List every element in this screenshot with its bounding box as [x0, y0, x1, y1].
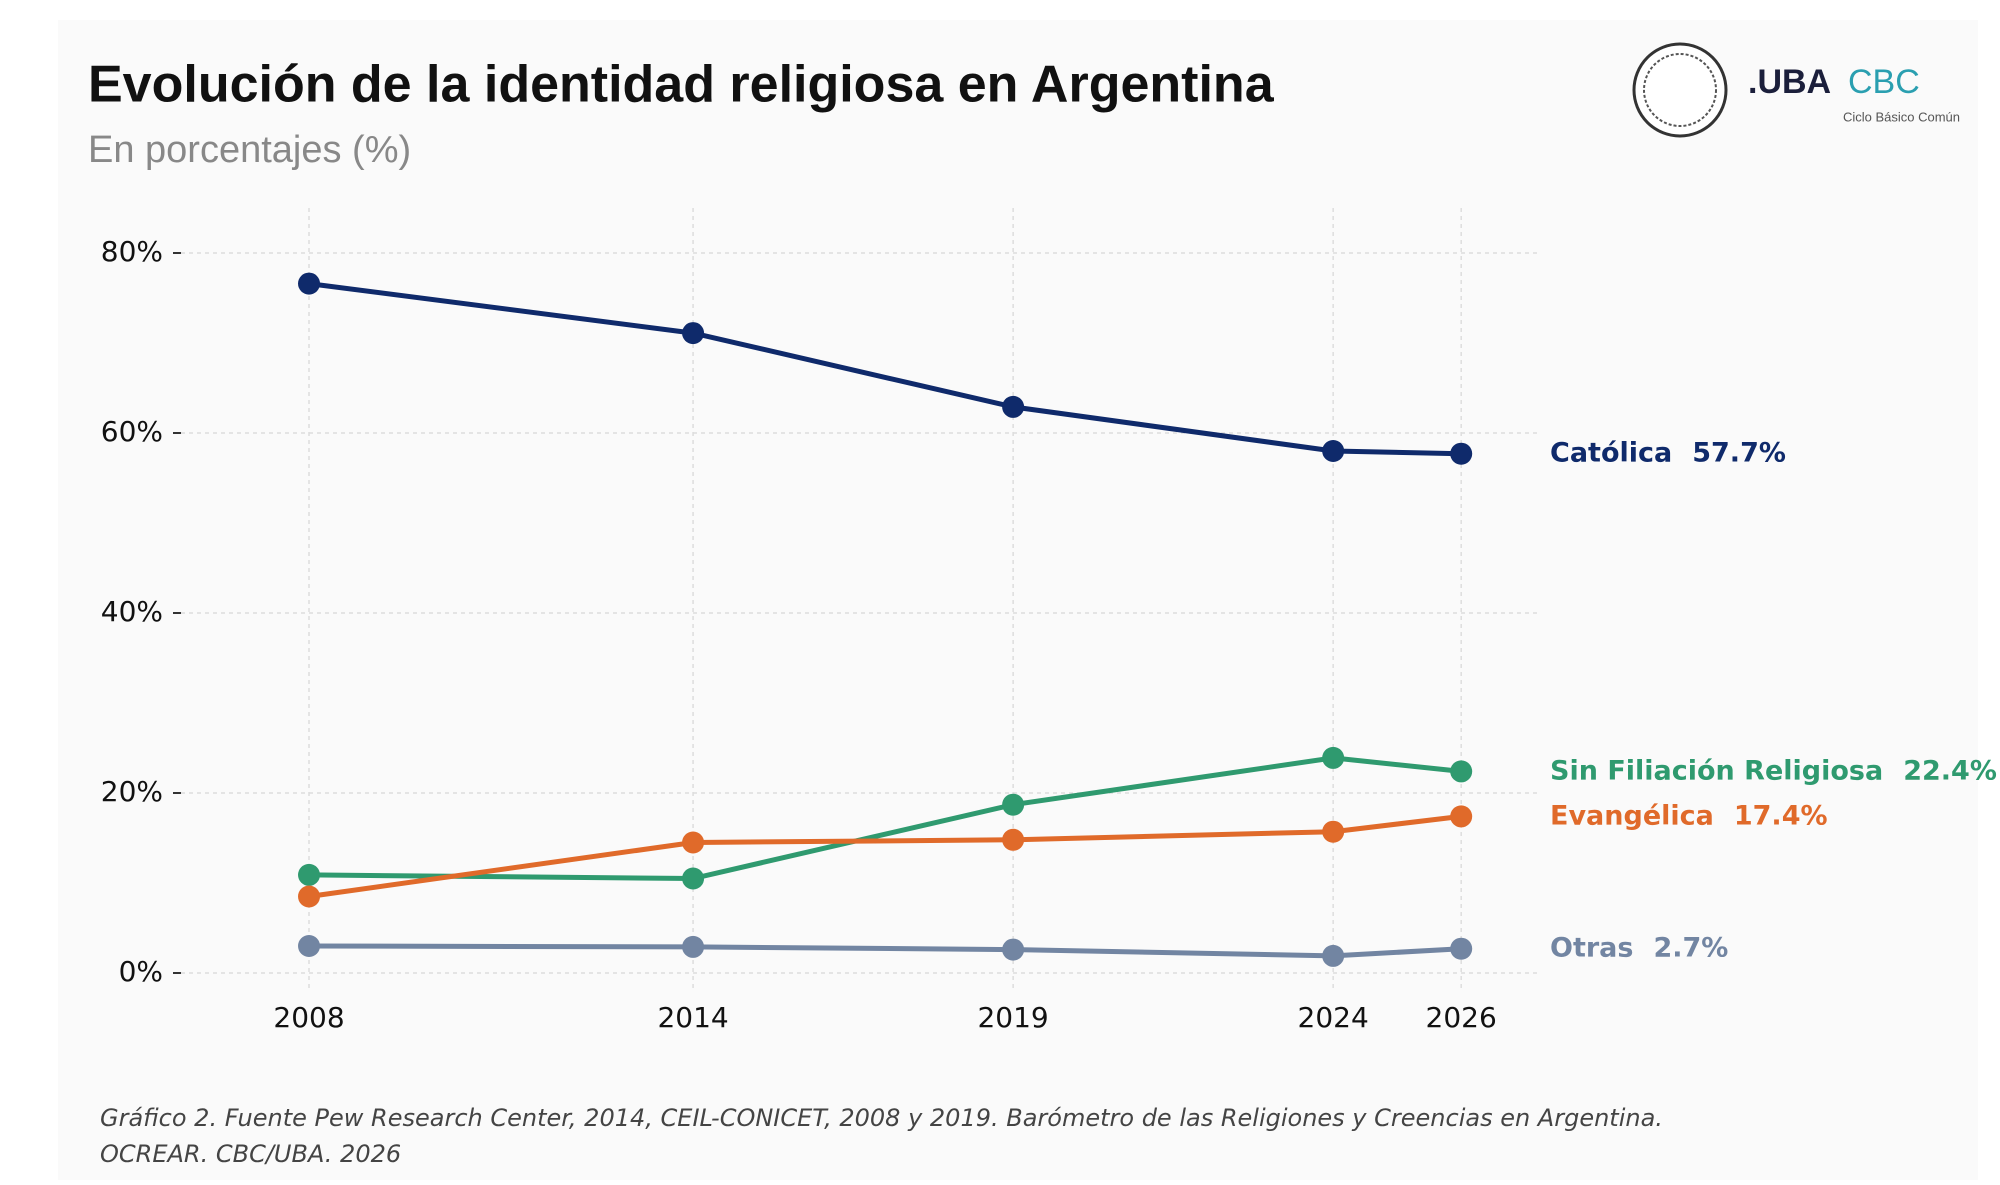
chart-title: Evolución de la identidad religiosa en A… — [88, 56, 1275, 114]
x-tick-label: 2024 — [1298, 1001, 1369, 1034]
series-name: Católica — [1550, 437, 1672, 468]
y-tick-label: 40% — [101, 595, 163, 628]
data-point — [298, 935, 321, 957]
x-tick-label: 2019 — [977, 1001, 1048, 1034]
series-name: Otras — [1550, 932, 1633, 963]
logo-cbc: CBC — [1848, 63, 1920, 101]
logo-seal — [1632, 42, 1728, 138]
value-label: 2.7% — [1653, 932, 1728, 963]
data-point — [1002, 395, 1025, 418]
value-label: 57.7% — [1692, 437, 1786, 468]
logo-seal-ring — [1643, 53, 1717, 127]
data-point — [682, 322, 705, 345]
value-label: 22.4% — [1903, 755, 1997, 786]
x-tick-label: 2026 — [1426, 1001, 1497, 1034]
data-point — [1450, 937, 1473, 960]
end-label: Evangélica 17.4% — [1550, 800, 1828, 831]
value-label: 17.4% — [1734, 800, 1828, 831]
x-tick-label: 2014 — [657, 1001, 728, 1034]
data-point — [1002, 828, 1025, 851]
chart-subtitle: En porcentajes (%) — [88, 129, 411, 171]
data-point — [682, 831, 705, 854]
series-name: Sin Filiación Religiosa — [1550, 755, 1883, 786]
data-point — [298, 272, 321, 295]
logo: .UBA CBC Ciclo Básico Común — [1632, 42, 1960, 138]
data-point — [1002, 793, 1025, 816]
series-name: Evangélica — [1550, 800, 1714, 831]
end-label: Sin Filiación Religiosa 22.4% — [1550, 755, 1997, 786]
logo-uba: .UBA — [1748, 63, 1831, 101]
caption: Gráfico 2. Fuente Pew Research Center, 2… — [100, 1104, 1663, 1168]
panel — [58, 20, 1978, 1180]
data-point — [1322, 440, 1345, 462]
y-tick-label: 80% — [101, 235, 163, 268]
data-point — [1450, 805, 1473, 828]
data-point — [1450, 760, 1473, 783]
data-point — [682, 935, 705, 958]
end-label: Católica 57.7% — [1550, 437, 1786, 468]
data-point — [1322, 820, 1345, 843]
data-point — [298, 885, 321, 908]
data-point — [1322, 746, 1345, 769]
end-label: Otras 2.7% — [1550, 932, 1728, 963]
data-point — [1322, 944, 1345, 967]
data-point — [1450, 442, 1473, 465]
y-tick-label: 0% — [119, 955, 163, 988]
data-point — [298, 863, 321, 886]
data-point — [682, 867, 705, 890]
logo-tagline: Ciclo Básico Común — [1843, 109, 1960, 124]
y-tick-label: 60% — [101, 415, 163, 448]
data-point — [1002, 938, 1025, 961]
y-tick-label: 20% — [101, 775, 163, 808]
x-tick-label: 2008 — [273, 1001, 344, 1034]
